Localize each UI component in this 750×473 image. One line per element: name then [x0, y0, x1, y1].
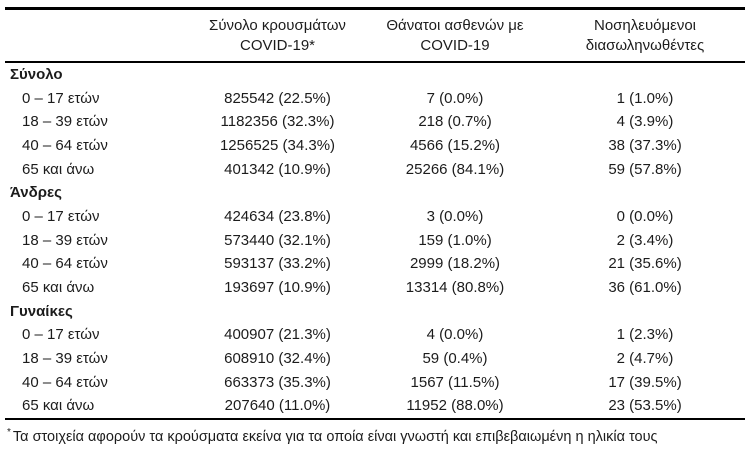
cell-deaths: 1567 (11.5%): [410, 373, 500, 391]
footnote-text: Τα στοιχεία αφορούν τα κρούσματα εκείνα …: [12, 428, 658, 445]
table-row: 0 – 17 ετών 424634 (23.8%) 3 (0.0%) 0 (0…: [5, 205, 745, 229]
empty-header-cell: [5, 16, 190, 56]
cell-deaths: 13314 (80.8%): [405, 279, 505, 297]
cell-deaths: 4566 (15.2%): [409, 136, 501, 154]
cell-deaths: 159 (1.0%): [418, 231, 492, 249]
cell-intubated: 38 (37.3%): [608, 136, 682, 154]
table-row: 65 και άνω 193697 (10.9%) 13314 (80.8%) …: [5, 276, 745, 300]
table-footnote: * Τα στοιχεία αφορούν τα κρούσματα εκείνα…: [5, 420, 745, 446]
cell-intubated: 59 (57.8%): [608, 160, 682, 178]
cell-deaths: 3 (0.0%): [426, 207, 484, 225]
cell-cases: 424634 (23.8%): [224, 207, 331, 225]
cell-intubated: 4 (3.9%): [616, 113, 674, 131]
cell-intubated: 36 (61.0%): [608, 279, 682, 297]
header-line: Σύνολο κρουσμάτων: [209, 16, 346, 34]
cell-deaths: 7 (0.0%): [426, 89, 484, 107]
cell-deaths: 218 (0.7%): [418, 113, 492, 131]
cell-intubated: 17 (39.5%): [608, 373, 682, 391]
cell-intubated: 1 (2.3%): [616, 326, 674, 344]
column-header-cases: Σύνολο κρουσμάτων COVID-19*: [190, 16, 365, 56]
row-label: 65 και άνω: [22, 397, 95, 415]
table-row: 40 – 64 ετών 1256525 (34.3%) 4566 (15.2%…: [5, 134, 745, 158]
cell-intubated: 0 (0.0%): [616, 207, 674, 225]
cell-intubated: 1 (1.0%): [616, 89, 674, 107]
cell-intubated: 23 (53.5%): [608, 397, 682, 415]
cell-cases: 825542 (22.5%): [224, 89, 331, 107]
row-label: 40 – 64 ετών: [22, 373, 108, 391]
cell-intubated: 21 (35.6%): [608, 255, 682, 273]
row-label: 65 και άνω: [22, 279, 95, 297]
cell-deaths: 25266 (84.1%): [405, 160, 505, 178]
bottom-rule-divider: [5, 417, 745, 420]
row-label: 0 – 17 ετών: [22, 326, 100, 344]
row-label: 40 – 64 ετών: [22, 136, 108, 154]
section-label: Γυναίκες: [10, 302, 73, 320]
section-row-men: Άνδρες: [5, 181, 745, 205]
table-row: 40 – 64 ετών 663373 (35.3%) 1567 (11.5%)…: [5, 370, 745, 394]
cell-cases: 401342 (10.9%): [224, 160, 331, 178]
table-row: 18 – 39 ετών 573440 (32.1%) 159 (1.0%) 2…: [5, 228, 745, 252]
row-label: 0 – 17 ετών: [22, 207, 100, 225]
table-header: Σύνολο κρουσμάτων COVID-19* Θάνατοι ασθε…: [5, 10, 745, 61]
cell-cases: 573440 (32.1%): [224, 231, 331, 249]
row-label: 65 και άνω: [22, 160, 95, 178]
cell-cases: 608910 (32.4%): [224, 350, 331, 368]
table-row: 65 και άνω 207640 (11.0%) 11952 (88.0%) …: [5, 394, 745, 418]
row-label: 18 – 39 ετών: [22, 113, 108, 131]
row-label: 0 – 17 ετών: [22, 89, 100, 107]
cell-cases: 1182356 (32.3%): [220, 113, 335, 131]
table-body: Σύνολο 0 – 17 ετών 825542 (22.5%) 7 (0.0…: [5, 63, 745, 418]
header-line: Νοσηλευόμενοι: [593, 16, 696, 34]
row-label: 40 – 64 ετών: [22, 255, 108, 273]
table-row: 0 – 17 ετών 825542 (22.5%) 7 (0.0%) 1 (1…: [5, 86, 745, 110]
header-line: Θάνατοι ασθενών με: [386, 16, 524, 34]
table-row: 18 – 39 ετών 1182356 (32.3%) 218 (0.7%) …: [5, 110, 745, 134]
cell-cases: 1256525 (34.3%): [219, 136, 336, 154]
header-line: διασωληνωθέντες: [585, 36, 705, 54]
table-row: 18 – 39 ετών 608910 (32.4%) 59 (0.4%) 2 …: [5, 347, 745, 371]
table-row: 0 – 17 ετών 400907 (21.3%) 4 (0.0%) 1 (2…: [5, 323, 745, 347]
cell-deaths: 59 (0.4%): [422, 350, 488, 368]
row-label: 18 – 39 ετών: [22, 231, 108, 249]
cell-intubated: 2 (3.4%): [616, 231, 674, 249]
covid-statistics-table: Σύνολο κρουσμάτων COVID-19* Θάνατοι ασθε…: [5, 7, 745, 446]
cell-intubated: 2 (4.7%): [616, 350, 674, 368]
cell-deaths: 2999 (18.2%): [409, 255, 501, 273]
header-line: COVID-19*: [239, 36, 316, 54]
cell-cases: 593137 (33.2%): [224, 255, 331, 273]
cell-cases: 663373 (35.3%): [224, 373, 331, 391]
section-label: Σύνολο: [10, 65, 63, 83]
section-label: Άνδρες: [10, 184, 62, 202]
section-row-total: Σύνολο: [5, 63, 745, 87]
top-rule-divider: [5, 7, 745, 10]
cell-cases: 207640 (11.0%): [224, 397, 331, 415]
cell-cases: 400907 (21.3%): [224, 326, 331, 344]
row-label: 18 – 39 ετών: [22, 350, 108, 368]
table-row: 65 και άνω 401342 (10.9%) 25266 (84.1%) …: [5, 157, 745, 181]
header-rule-divider: [5, 60, 745, 63]
cell-cases: 193697 (10.9%): [224, 279, 331, 297]
footnote-marker: *: [7, 426, 11, 438]
section-row-women: Γυναίκες: [5, 299, 745, 323]
cell-deaths: 4 (0.0%): [426, 326, 484, 344]
cell-deaths: 11952 (88.0%): [406, 397, 504, 415]
table-row: 40 – 64 ετών 593137 (33.2%) 2999 (18.2%)…: [5, 252, 745, 276]
header-line: COVID-19: [420, 36, 490, 54]
column-header-intubated: Νοσηλευόμενοι διασωληνωθέντες: [545, 16, 745, 56]
column-header-deaths: Θάνατοι ασθενών με COVID-19: [365, 16, 545, 56]
